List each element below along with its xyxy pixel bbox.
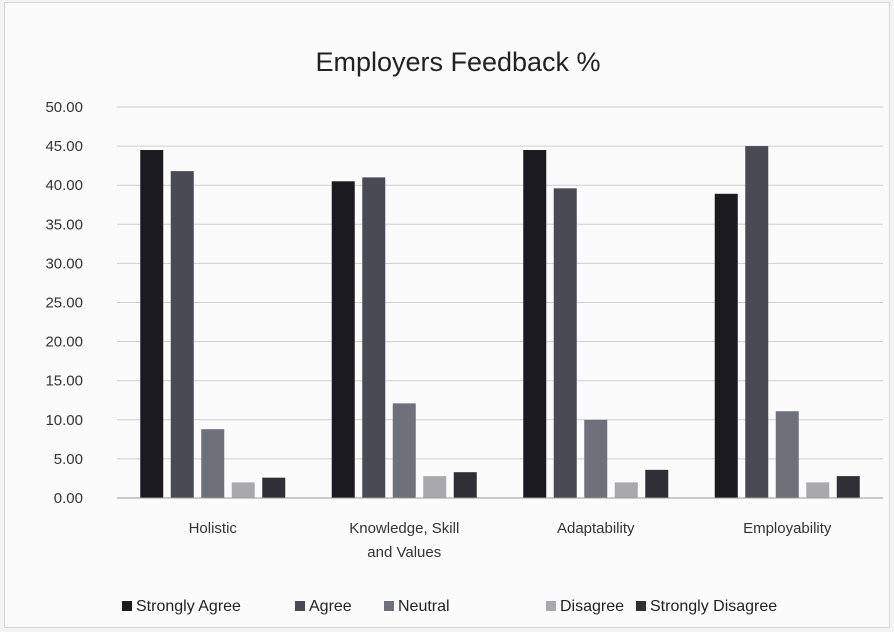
bar-strongly-disagree-2 — [645, 469, 669, 498]
legend-label: Agree — [309, 598, 352, 615]
y-tick-label: 15.00 — [45, 373, 83, 390]
legend-swatch — [122, 601, 132, 611]
y-tick-label: 45.00 — [45, 138, 83, 155]
chart-title: Employers Feedback % — [315, 47, 600, 77]
y-tick-label: 30.00 — [45, 255, 83, 272]
legend-item: Strongly Disagree — [636, 598, 777, 615]
x-category-label: Knowledge, Skill — [349, 520, 459, 537]
y-axis-ticks: 0.00 5.00 10.00 15.00 20.00 25.00 30.00 35.00 40… — [45, 99, 83, 507]
legend-swatch — [636, 601, 646, 611]
bar-agree-1 — [362, 177, 386, 498]
bar-agree-2 — [553, 188, 577, 498]
bar-strongly-agree-2 — [523, 150, 547, 498]
y-tick-label: 0.00 — [54, 490, 83, 507]
legend-item: Strongly Agree — [122, 598, 241, 615]
bar-neutral-0 — [201, 429, 225, 498]
legend-item: Agree — [295, 598, 352, 615]
bar-neutral-3 — [775, 411, 799, 498]
bar-disagree-2 — [614, 482, 638, 498]
legend-label: Disagree — [560, 598, 624, 615]
x-category-label: Adaptability — [557, 520, 635, 537]
bar-strongly-agree-0 — [140, 150, 164, 498]
x-category-label: Employability — [743, 520, 832, 537]
bar-chart: Employers Feedback % 0.00 5.00 10.00 15.00 2… — [45, 47, 883, 615]
legend-item: Neutral — [384, 598, 450, 615]
bar-strongly-disagree-1 — [453, 472, 477, 498]
legend-label: Strongly Agree — [136, 598, 241, 615]
bar-strongly-disagree-0 — [262, 477, 286, 498]
bars — [140, 146, 860, 499]
legend-label: Strongly Disagree — [650, 598, 777, 615]
y-tick-label: 25.00 — [45, 295, 83, 312]
y-tick-label: 50.00 — [45, 99, 83, 116]
bar-strongly-disagree-3 — [836, 476, 860, 498]
bar-agree-0 — [170, 171, 194, 498]
y-tick-label: 10.00 — [45, 412, 83, 429]
legend-label: Neutral — [398, 598, 450, 615]
x-axis-categories: Holistic Knowledge, Skill and Values Adapta… — [189, 520, 832, 561]
legend: Strongly Agree Agree Neutral Disagree Strong… — [122, 598, 777, 615]
legend-swatch — [384, 601, 394, 611]
legend-swatch — [295, 601, 305, 611]
chart-frame: Employers Feedback % 0.00 5.00 10.00 15.00 2… — [4, 2, 890, 628]
y-tick-label: 5.00 — [54, 451, 83, 468]
bar-neutral-1 — [392, 403, 416, 498]
legend-swatch — [546, 601, 556, 611]
gridlines — [117, 106, 883, 460]
bar-agree-3 — [745, 146, 769, 498]
bar-disagree-3 — [806, 482, 830, 498]
legend-item: Disagree — [546, 598, 624, 615]
bar-strongly-agree-1 — [331, 181, 355, 499]
y-tick-label: 40.00 — [45, 177, 83, 194]
bar-disagree-1 — [423, 476, 447, 498]
x-category-label: Holistic — [189, 520, 238, 537]
y-tick-label: 35.00 — [45, 216, 83, 233]
y-tick-label: 20.00 — [45, 334, 83, 351]
bar-disagree-0 — [231, 482, 255, 498]
bar-neutral-2 — [584, 419, 608, 498]
bar-strongly-agree-3 — [714, 193, 738, 498]
x-category-label: and Values — [367, 544, 441, 561]
